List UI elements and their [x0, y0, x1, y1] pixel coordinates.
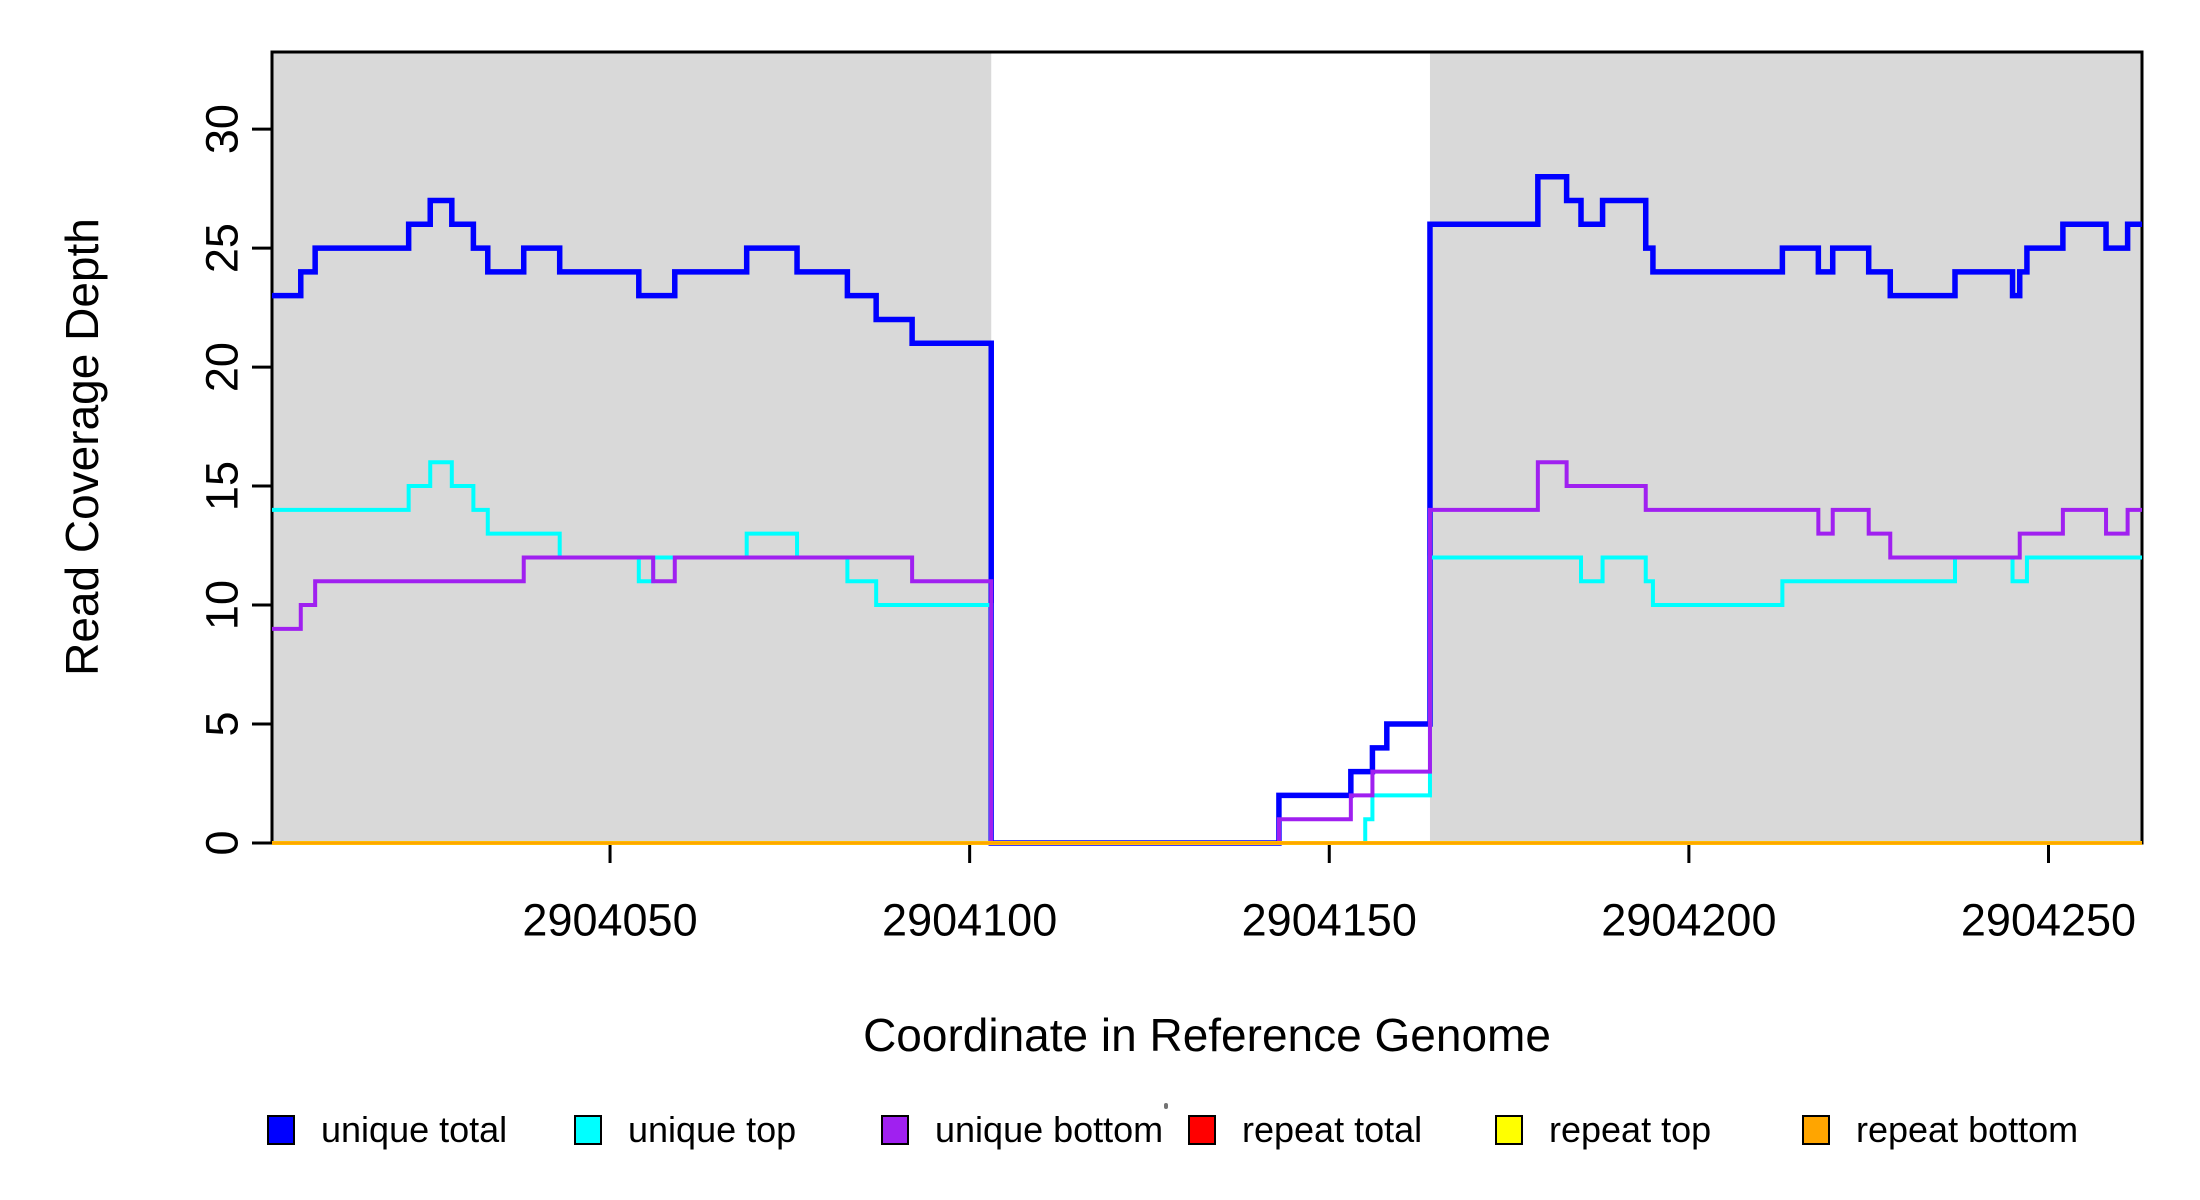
legend-label: repeat bottom — [1856, 1109, 2079, 1150]
legend-label: repeat total — [1242, 1109, 1423, 1150]
series-unique-total-line — [272, 173, 2142, 846]
unique-top-swatch-icon — [574, 1115, 602, 1145]
y-tick-label: 20 — [197, 342, 248, 392]
legend-label: repeat top — [1549, 1109, 1712, 1150]
y-tick-label: 5 — [197, 712, 248, 737]
y-axis-title: Read Coverage Depth — [56, 218, 108, 676]
legend-item-unique-total: unique total — [267, 1109, 508, 1150]
legend-label: unique total — [321, 1109, 508, 1150]
series-unique-bottom-line — [272, 460, 2142, 845]
y-tick-label: 25 — [197, 223, 248, 273]
repeat-bottom-swatch-icon — [1802, 1115, 1830, 1145]
x-tick-label: 2904150 — [1242, 895, 1417, 946]
repeat-top-swatch-icon — [1495, 1115, 1523, 1145]
x-tick-label: 2904200 — [1601, 895, 1776, 946]
legend-label: unique bottom — [935, 1109, 1164, 1150]
unique-total-swatch-icon — [267, 1115, 295, 1145]
legend-label: unique top — [628, 1109, 797, 1150]
y-tick-label: 30 — [197, 104, 248, 154]
highlight-region — [1429, 52, 2142, 843]
repeat-total-swatch-icon — [1188, 1115, 1216, 1145]
y-tick-label: 0 — [197, 830, 248, 855]
legend-item-unique-top: unique top — [574, 1109, 797, 1150]
legend-item-repeat-total: repeat total — [1188, 1109, 1423, 1150]
x-tick-label: 2904250 — [1961, 895, 2136, 946]
series-unique-top-line — [272, 460, 2142, 845]
unique-bottom-swatch-icon — [881, 1115, 909, 1145]
x-tick-label: 2904050 — [522, 895, 697, 946]
y-tick-label: 10 — [197, 580, 248, 630]
highlight-region — [272, 52, 992, 843]
legend-item-repeat-top: repeat top — [1495, 1109, 1712, 1150]
y-tick-label: 15 — [197, 461, 248, 511]
legend-item-repeat-bottom: repeat bottom — [1802, 1109, 2079, 1150]
x-axis-title: Coordinate in Reference Genome — [863, 1009, 1551, 1061]
x-tick-label: 2904100 — [882, 895, 1057, 946]
legend-item-unique-bottom: unique bottom — [881, 1109, 1164, 1150]
stray-mark — [1164, 1103, 1168, 1109]
